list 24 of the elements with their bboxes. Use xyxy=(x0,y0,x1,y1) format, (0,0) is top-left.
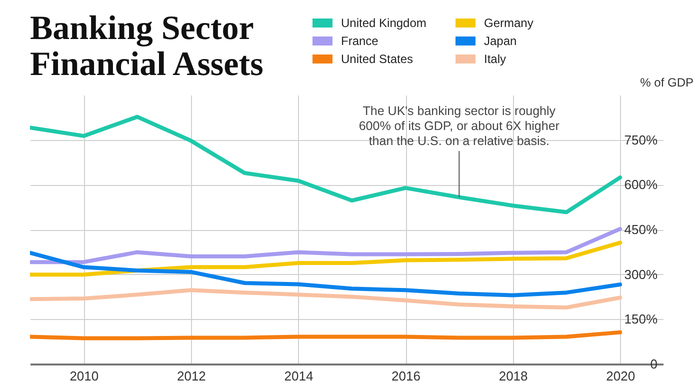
y-axis-title: % of GDP xyxy=(640,76,694,90)
line-series xyxy=(30,250,622,298)
legend-label: United States xyxy=(341,52,414,66)
y-tick-label: 300% xyxy=(624,266,658,282)
legend-label: France xyxy=(341,34,379,48)
annotation: The UK's banking sector is roughly 600% of its GDP, or about 6X higher than the U.S. on a relative basis. xyxy=(358,104,560,148)
y-tick-label: 150% xyxy=(624,312,658,327)
legend-label: United Kingdom xyxy=(341,16,426,30)
y-tick-label: 450% xyxy=(624,222,658,237)
x-tick-label: 2014 xyxy=(284,368,314,384)
legend-label: Japan xyxy=(484,34,517,48)
chart-title: Banking Sector Financial Assets xyxy=(30,10,264,83)
line-series xyxy=(30,226,622,264)
line-series xyxy=(30,288,622,310)
y-tick-label: 750% xyxy=(624,132,658,148)
y-tick-label: 600% xyxy=(624,177,658,192)
x-tick-label: 2018 xyxy=(498,368,528,384)
x-tick-label: 2020 xyxy=(606,368,636,384)
legend-label: Germany xyxy=(484,16,534,30)
legend-label: Italy xyxy=(484,52,506,66)
x-tick-label: 2016 xyxy=(392,368,420,384)
line-series xyxy=(30,240,622,277)
x-tick-label: 2010 xyxy=(70,368,99,384)
x-tick-label: 2012 xyxy=(176,368,206,384)
